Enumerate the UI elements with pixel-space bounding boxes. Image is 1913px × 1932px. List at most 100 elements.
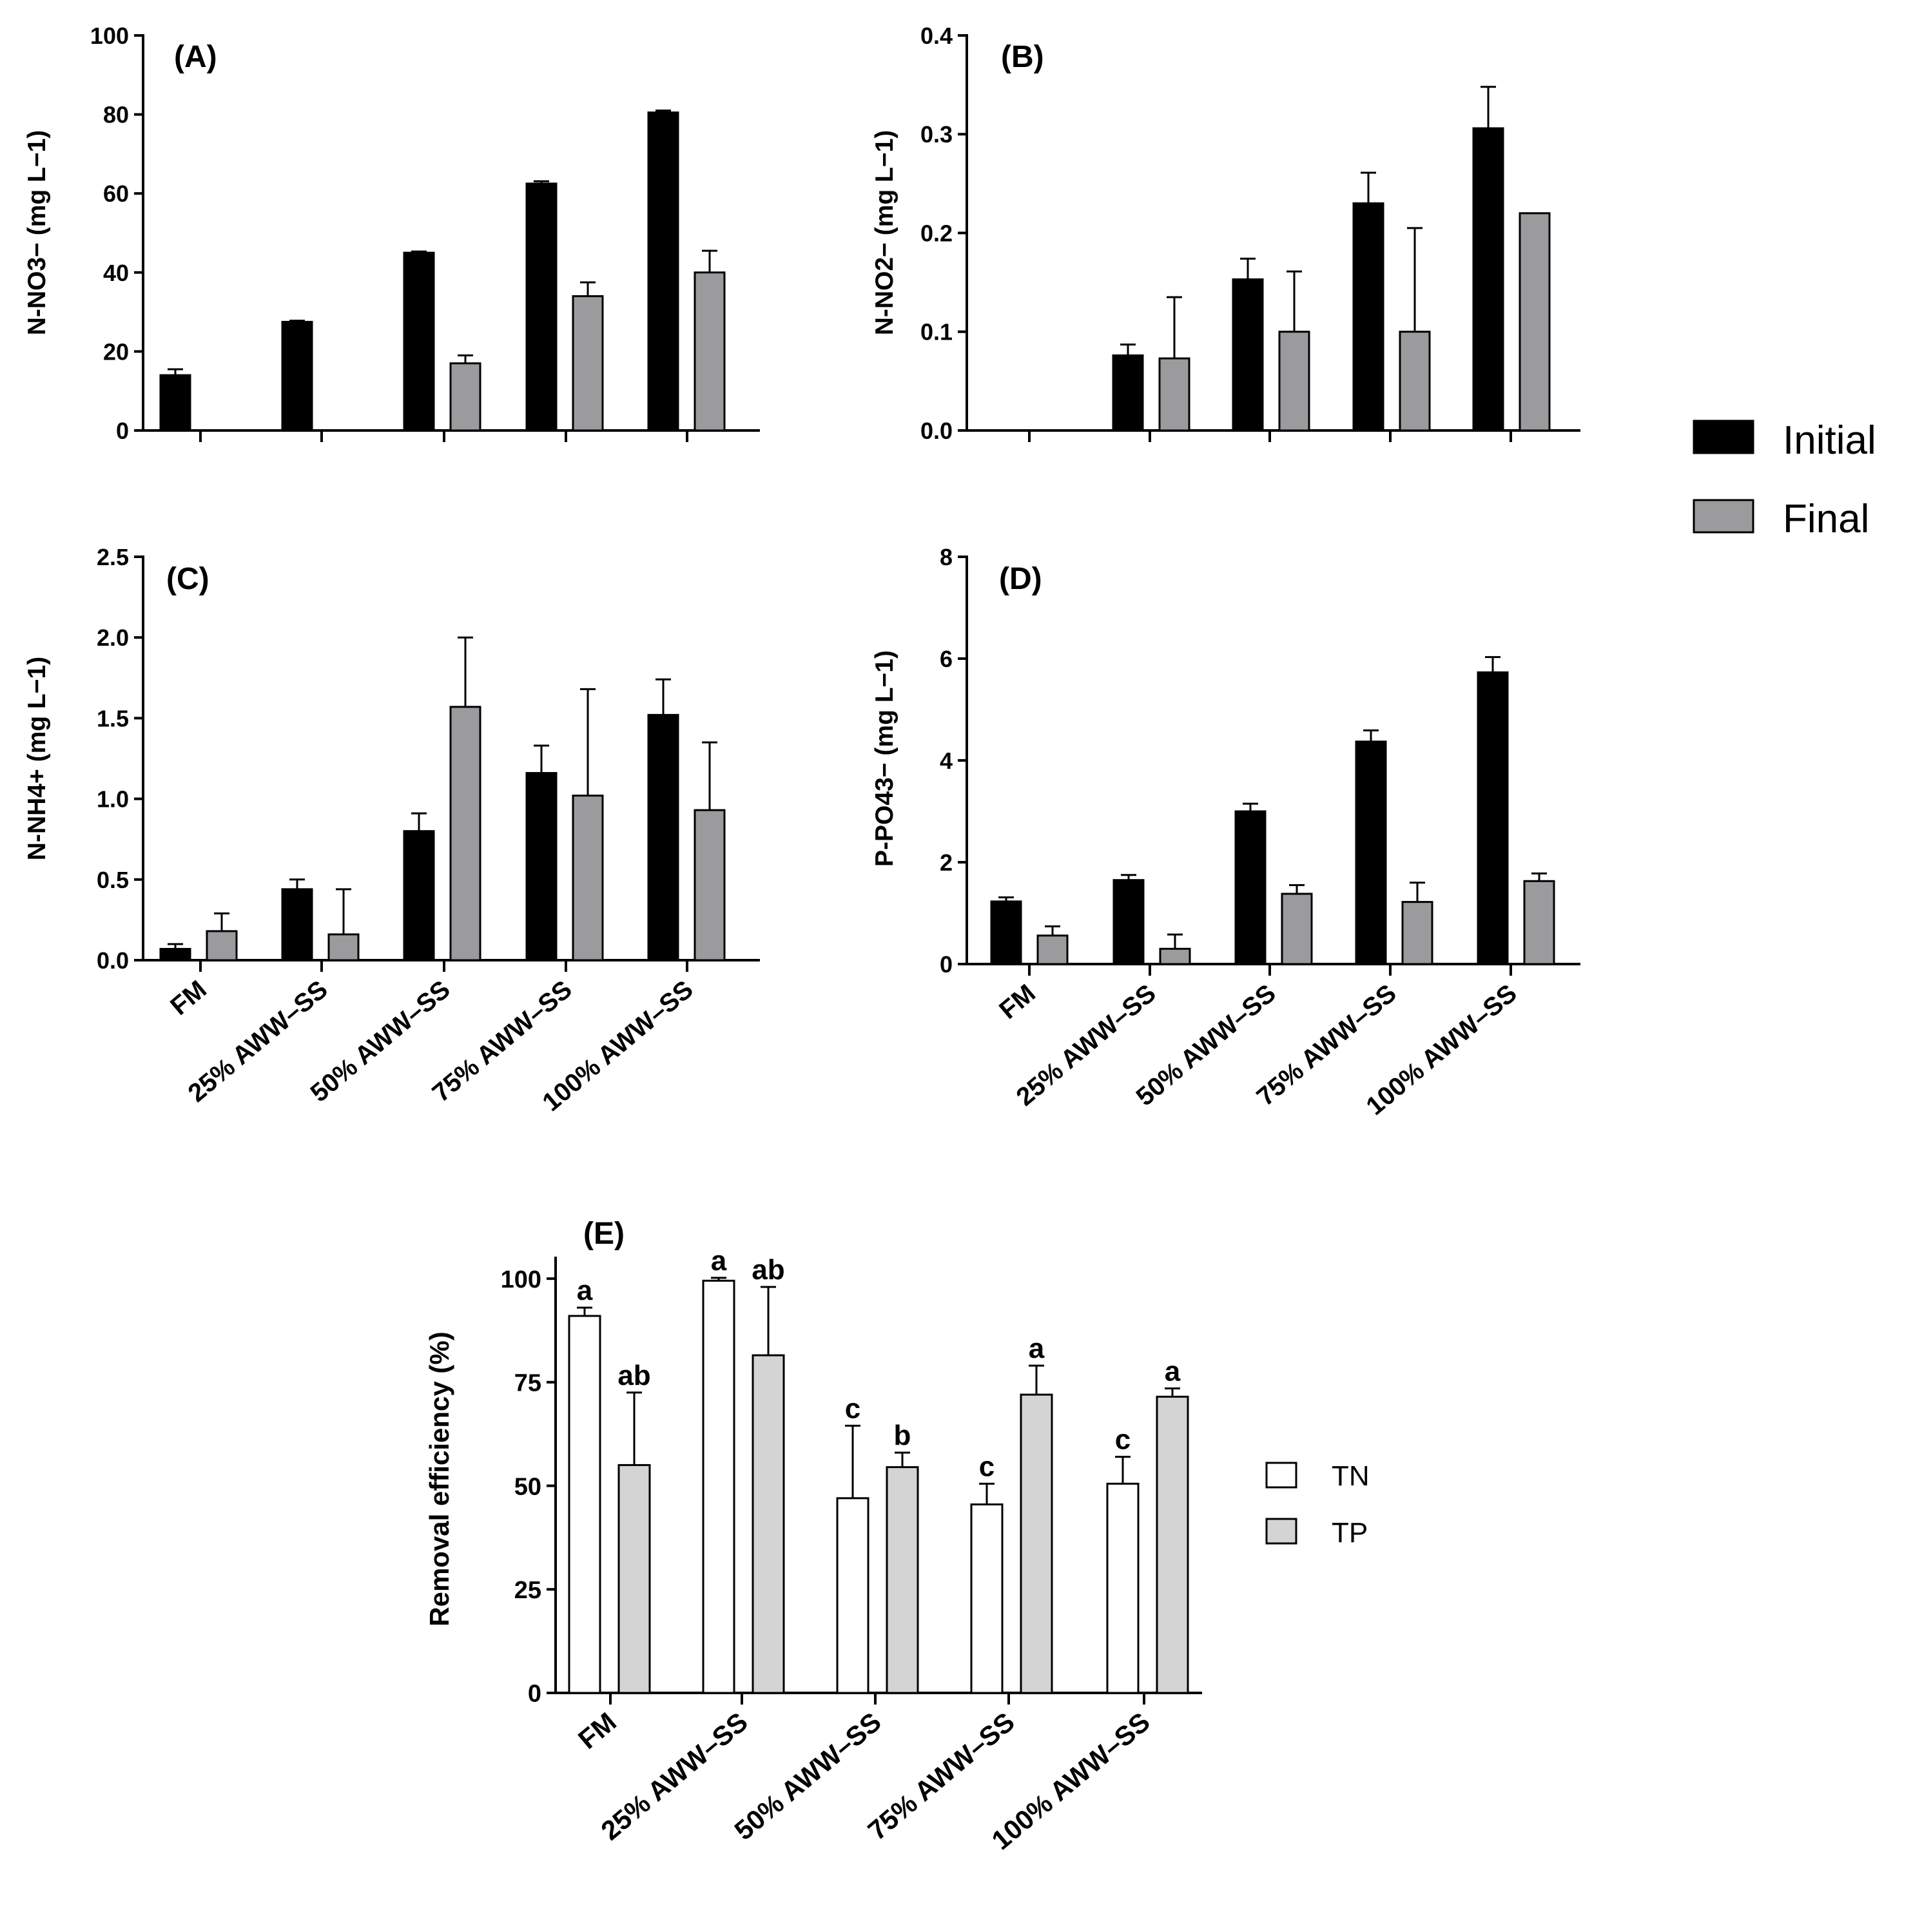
panel-c-bar-initial (281, 888, 313, 961)
panel-c-y-tick-label: 2.5 (97, 544, 129, 570)
panel-e-significance-letter: a (1165, 1356, 1181, 1387)
legend-label-initial: Initial (1783, 418, 1876, 463)
panel-c-y-tick-label: 1.5 (97, 705, 129, 731)
panel-d-y-tick-label: 8 (940, 544, 953, 570)
panel-a-y-tick-label: 80 (103, 102, 129, 128)
panel-d-category-label: FM (994, 979, 1041, 1025)
panel-d-bar-initial (1477, 671, 1509, 965)
panel-c-bar-final (449, 706, 481, 961)
panel-e-category-label: 50% AWW–SS (728, 1706, 886, 1846)
panel-a-chart: 0 20 40 60 80 100 (A) N-NO3− (mg L−1) (23, 23, 760, 444)
panel-d-bar-final (1523, 880, 1555, 965)
panel-a-y-tick-label: 0 (116, 418, 129, 444)
legend-swatch-tn (1265, 1462, 1297, 1489)
legend-swatch-tp (1265, 1518, 1297, 1545)
panel-e-bar-tp (1020, 1393, 1053, 1694)
panel-d-bar-initial (990, 900, 1022, 965)
panel-c-bar-initial (525, 772, 558, 961)
panel-d-y-tick-label: 2 (940, 849, 953, 876)
panel-b-bar-initial (1112, 354, 1144, 432)
panel-d-bar-final (1159, 947, 1191, 965)
panel-b-bar-initial (1352, 202, 1384, 432)
panel-e-significance-letter: c (845, 1393, 860, 1424)
panel-b-y-tick-label: 0.2 (920, 220, 953, 246)
panel-b-y-tick-label: 0.0 (920, 418, 953, 444)
panel-e-y-tick-label: 0 (528, 1681, 541, 1708)
panel-e-y-tick-label: 100 (501, 1266, 541, 1293)
panel-b-bar-initial (1232, 278, 1264, 432)
panel-a-bar-final (572, 295, 604, 432)
panel-c-label: (C) (166, 562, 209, 596)
panel-d-bar-initial (1234, 810, 1267, 965)
panel-b-y-tick-label: 0.3 (920, 121, 953, 148)
panel-c-y-tick-label: 0.5 (97, 867, 129, 893)
panel-b-bar-final (1519, 212, 1551, 432)
panel-a-bar-initial (403, 251, 435, 432)
panel-b-y-axis-label: N-NO2− (mg L−1) (871, 130, 898, 336)
panel-c-bar-final (572, 795, 604, 961)
panel-e-significance-letter: b (894, 1420, 911, 1451)
panel-c-bar-final (206, 930, 238, 961)
panel-d-bar-final (1401, 901, 1433, 965)
legend-swatch-initial (1693, 420, 1754, 454)
panel-e-significance-letter: c (1115, 1424, 1131, 1456)
panel-b-bar-initial (1472, 127, 1504, 432)
panel-e-category-label: FM (572, 1706, 622, 1755)
panel-a-y-tick-label: 40 (103, 260, 129, 286)
panel-b-chart: 0.0 0.1 0.2 0.3 0.4 (B) N-NO2− (mg L−1) (871, 23, 1580, 444)
legend-label-tp: TP (1332, 1517, 1368, 1549)
panel-a-label: (A) (174, 40, 217, 74)
panel-b-y-tick-label: 0.4 (920, 23, 953, 49)
panel-e-bar-tn (970, 1503, 1004, 1694)
panel-a-bar-initial (159, 374, 191, 432)
panel-e-bar-tn (702, 1279, 735, 1694)
panel-c-bar-final (694, 809, 726, 961)
panel-d-bar-final (1281, 893, 1313, 965)
legend-tn-tp: TN TP (1265, 1460, 1370, 1549)
panel-e-bar-tn (836, 1497, 869, 1694)
panel-c-bar-initial (647, 713, 679, 961)
panel-c-y-tick-label: 0.0 (97, 947, 129, 974)
legend-swatch-final (1693, 499, 1754, 534)
panel-e-significance-letter: a (577, 1275, 593, 1306)
panel-d-bar-initial (1112, 879, 1145, 965)
panel-b-label: (B) (1001, 40, 1044, 74)
panel-b-bar-final (1278, 331, 1310, 432)
panel-d-bar-initial (1355, 740, 1387, 965)
panel-a-bar-final (694, 271, 726, 432)
panel-c-y-tick-label: 2.0 (97, 624, 129, 651)
legend-label-final: Final (1783, 497, 1869, 541)
panel-a-bar-initial (281, 320, 313, 432)
panel-c-bar-initial (403, 830, 435, 961)
panel-b-y-tick-label: 0.1 (920, 319, 953, 345)
panel-c-bar-final (327, 933, 360, 961)
panel-e-bar-tp (886, 1466, 919, 1694)
panel-b-bar-final (1158, 357, 1190, 432)
panel-d-y-axis-label: P-PO43− (mg L−1) (871, 650, 898, 867)
panel-e-label: (E) (583, 1217, 625, 1251)
panel-d-y-tick-label: 0 (940, 951, 953, 978)
panel-c-bar-initial (159, 947, 191, 961)
panel-d-y-tick-label: 6 (940, 646, 953, 672)
panel-e-bar-tp (752, 1354, 785, 1694)
panel-e-significance-letter: ab (752, 1254, 784, 1286)
panel-d-y-tick-label: 4 (940, 748, 953, 774)
panel-e-significance-letter: c (979, 1451, 995, 1482)
panel-e-y-axis-label: Removal efficiency (%) (424, 1331, 454, 1627)
panel-a-bar-final (449, 362, 481, 432)
legend-initial-final: Initial Final (1693, 418, 1876, 541)
panel-e-significance-letter: a (711, 1245, 727, 1277)
panel-e-y-tick-label: 75 (514, 1370, 541, 1397)
panel-c-y-axis-label: N-NH4+ (mg L−1) (23, 657, 51, 860)
panel-b-bar-final (1399, 331, 1431, 432)
panel-a-y-axis-label: N-NO3− (mg L−1) (23, 130, 51, 336)
panel-a-y-tick-label: 60 (103, 180, 129, 207)
panel-a-bar-initial (647, 111, 679, 432)
panel-e-y-tick-label: 25 (514, 1577, 541, 1604)
panel-e-bar-tn (1106, 1482, 1140, 1694)
panel-e-significance-letter: a (1029, 1333, 1045, 1364)
panel-e-bar-tp (617, 1463, 651, 1694)
